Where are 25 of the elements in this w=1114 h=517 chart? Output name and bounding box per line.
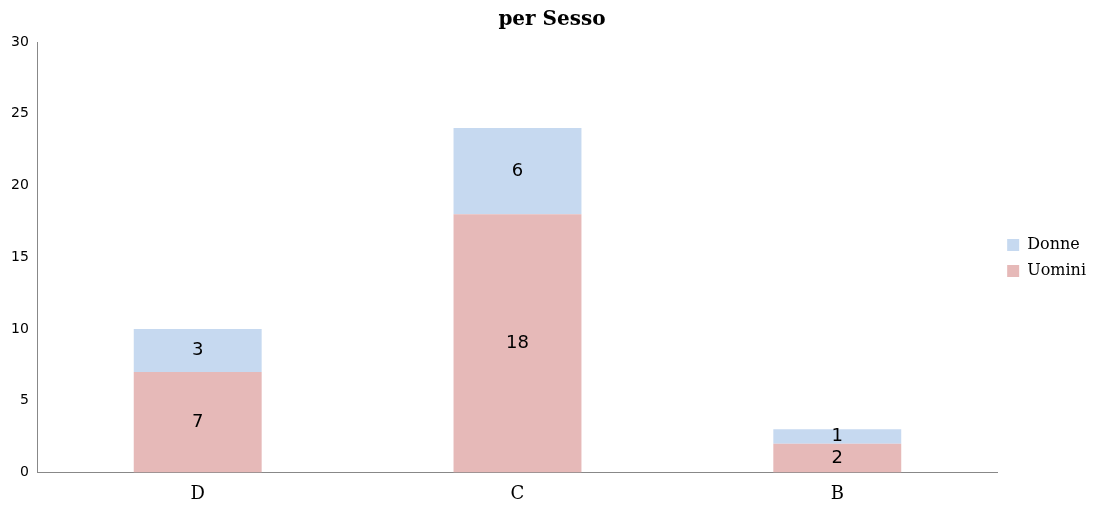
y-tick-label: 5 bbox=[19, 391, 29, 408]
data-label: 3 bbox=[191, 338, 204, 360]
data-label: 2 bbox=[831, 445, 844, 467]
bar bbox=[133, 328, 262, 372]
x-tick-label: C bbox=[510, 481, 525, 503]
bar bbox=[133, 371, 262, 473]
y-tick-label: 25 bbox=[10, 104, 29, 121]
data-label: 1 bbox=[831, 424, 844, 446]
chart-title: per Sesso bbox=[498, 6, 606, 31]
legend-label: Uomini bbox=[1027, 260, 1086, 280]
x-tick-label: D bbox=[190, 481, 205, 503]
y-tick-label: 20 bbox=[10, 176, 29, 193]
legend-label: Donne bbox=[1027, 234, 1080, 254]
bar bbox=[773, 443, 902, 473]
y-tick-label: 0 bbox=[19, 463, 29, 480]
x-tick-label: B bbox=[830, 481, 844, 503]
y-tick-label: 10 bbox=[10, 319, 29, 336]
data-label: 7 bbox=[191, 409, 204, 431]
data-label: 18 bbox=[506, 330, 529, 352]
bar bbox=[453, 214, 582, 473]
bar bbox=[453, 128, 582, 215]
y-tick-label: 15 bbox=[10, 247, 29, 264]
y-tick-label: 30 bbox=[10, 32, 29, 49]
data-label: 6 bbox=[511, 158, 524, 180]
bar bbox=[773, 429, 902, 444]
